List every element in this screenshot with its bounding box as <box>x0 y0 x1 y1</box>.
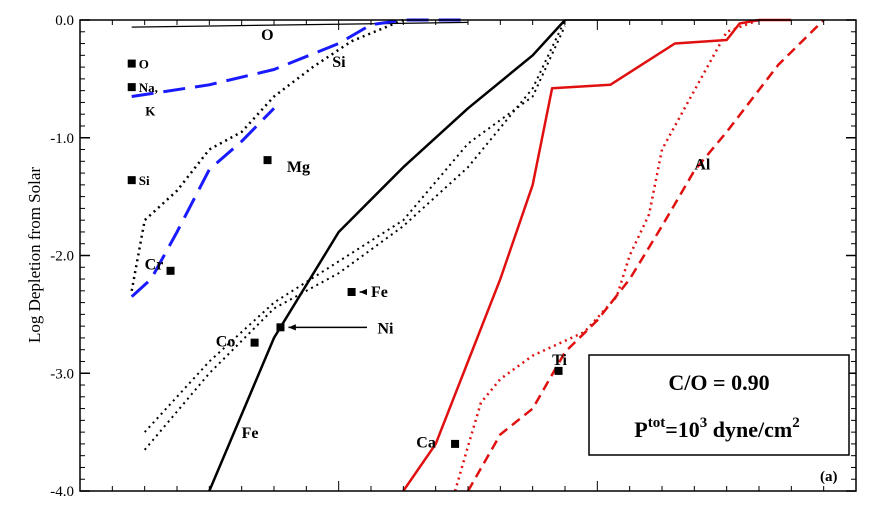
marker-si <box>127 176 136 185</box>
y-tick-label: -1.0 <box>50 131 74 147</box>
series-line-2 <box>130 107 276 298</box>
y-axis-label: Log Depletion from Solar <box>25 167 44 343</box>
annotation-ni: Ni <box>377 320 394 337</box>
marker-o <box>127 59 136 68</box>
annotation-ca: Ca <box>416 435 436 452</box>
marker-ca <box>451 439 460 448</box>
annotation-al: Al <box>694 157 711 174</box>
annotation-co: Co <box>216 333 236 350</box>
marker-label: O <box>139 57 149 72</box>
marker-co <box>250 338 259 347</box>
annotation-cr: Cr <box>145 257 164 274</box>
y-tick-label: -3.0 <box>50 366 74 382</box>
info-box-frame <box>588 354 850 456</box>
marker-label: Si <box>139 173 150 188</box>
marker-layer: O Na, K Si <box>127 57 563 448</box>
annotation-arrowhead <box>288 324 296 331</box>
annotation-fe: Fe <box>371 284 388 301</box>
marker-cr <box>166 266 175 275</box>
info-box-line1: C/O = 0.90 <box>668 370 769 395</box>
marker-ti <box>554 366 563 375</box>
annotation-layer: O Si Mg Cr Co Fe Ni Fe Ca Ti Al <box>145 27 711 451</box>
y-tick-label: 0.0 <box>55 13 74 29</box>
series-line-5 <box>143 25 566 433</box>
annotation-ti: Ti <box>552 352 567 369</box>
info-box-line2: Ptot=103 dyne/cm2 <box>634 415 799 442</box>
y-tick-label: -2.0 <box>50 249 74 265</box>
series-line-3 <box>130 18 404 292</box>
series-line-1 <box>131 18 468 98</box>
annotation-arrowhead <box>359 288 367 296</box>
panel-label: (a) <box>820 469 838 485</box>
annotation-mg: Mg <box>287 159 310 176</box>
tick-layer: 0.0 -1.0 -2.0 -3.0 -4.0 <box>50 13 856 500</box>
y-tick-label: -4.0 <box>50 484 74 500</box>
marker-ni <box>276 323 285 332</box>
annotation-o: O <box>261 27 273 44</box>
series-line-4 <box>208 19 566 492</box>
series-line-6 <box>143 19 566 451</box>
marker-mg <box>263 156 272 165</box>
series-line-8 <box>402 18 792 492</box>
annotation-fe: Fe <box>242 425 259 442</box>
marker-label: Na, <box>139 80 158 95</box>
series-line-0 <box>131 21 469 28</box>
series-line-9 <box>453 18 760 492</box>
info-box: C/O = 0.90 Ptot=103 dyne/cm2 <box>588 354 850 456</box>
marker-na <box>127 83 136 92</box>
marker-label: K <box>145 104 156 119</box>
annotation-si: Si <box>332 54 346 71</box>
marker-fe <box>347 288 356 297</box>
